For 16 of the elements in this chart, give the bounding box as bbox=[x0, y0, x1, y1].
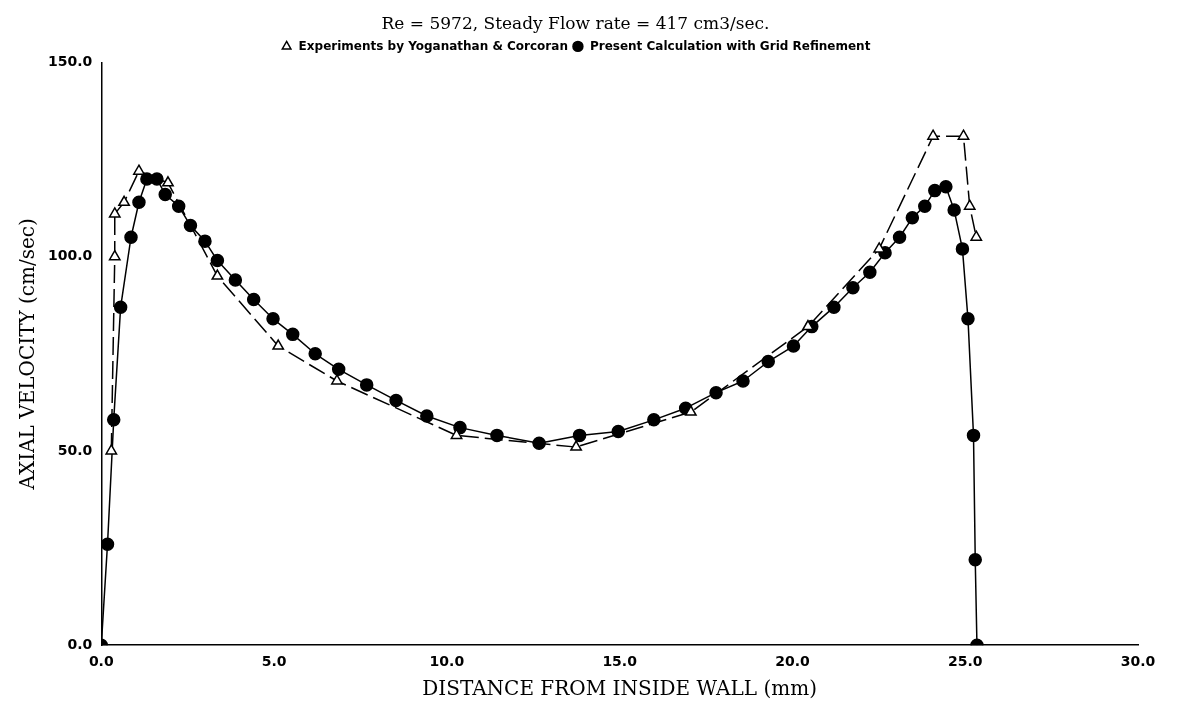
x-tick-label: 20.0 bbox=[775, 653, 810, 670]
x-tick-label: 0.0 bbox=[88, 653, 114, 670]
y-axis-title: AXIAL VELOCITY (cm/sec) bbox=[15, 218, 40, 491]
x-tick-label: 30.0 bbox=[1120, 653, 1156, 670]
x-tick-label: 15.0 bbox=[602, 653, 638, 670]
chart-title: Re = 5972, Steady Flow rate = 417 cm3/sec. bbox=[381, 12, 770, 33]
y-tick-label: 100.0 bbox=[47, 247, 93, 264]
x-tick-label: 5.0 bbox=[261, 653, 287, 670]
y-tick-label: 150.0 bbox=[47, 53, 93, 70]
legend-label: Experiments by Yoganathan & Corcoran bbox=[298, 38, 568, 53]
y-tick-label: 50.0 bbox=[57, 441, 93, 458]
y-tick-label: 0.0 bbox=[67, 635, 93, 652]
x-tick-label: 10.0 bbox=[429, 653, 465, 670]
legend-label: Present Calculation with Grid Refinement bbox=[589, 38, 871, 53]
x-tick-label: 25.0 bbox=[947, 653, 983, 670]
x-axis-title: DISTANCE FROM INSIDE WALL (mm) bbox=[422, 676, 817, 701]
